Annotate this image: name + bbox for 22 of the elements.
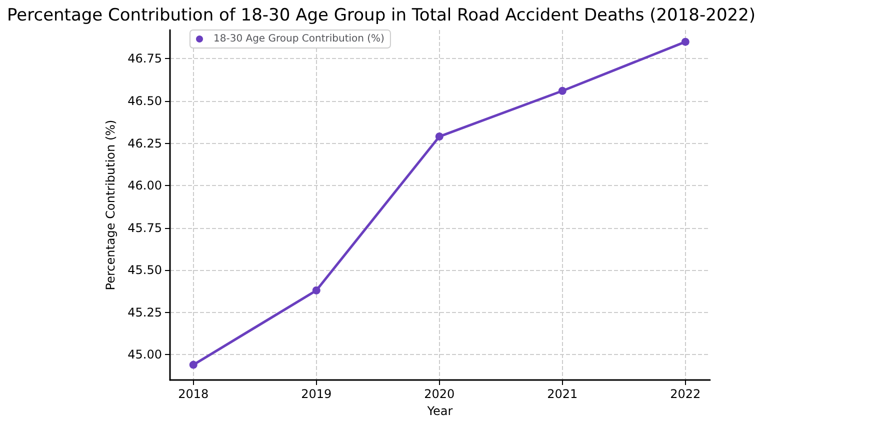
x-tick-label: 2021 [547, 387, 578, 401]
legend-label: 18-30 Age Group Contribution (%) [214, 34, 385, 44]
y-tick-label: 45.50 [128, 263, 162, 278]
point [435, 132, 444, 141]
y-tick-label: 46.75 [128, 52, 162, 66]
x-tick-label: 2018 [178, 387, 209, 401]
x-tick-label: 2020 [424, 387, 455, 401]
y-tick-label: 45.00 [128, 348, 162, 362]
chart-title: Percentage Contribution of 18-30 Age Group in Total Road Accident Deaths (2018-2022) [7, 6, 756, 26]
x-tick-label: 2022 [670, 387, 701, 401]
x-axis-title: Year [426, 404, 453, 418]
point [312, 286, 320, 294]
y-axis-title: Percentage Contribution (%) [104, 120, 118, 290]
x-tick-label: 2019 [301, 387, 332, 401]
point [558, 86, 566, 95]
y-tick-label: 46.25 [128, 136, 162, 150]
y-tick-label: 45.75 [128, 220, 162, 235]
point [681, 38, 690, 46]
point [189, 360, 198, 369]
y-tick-label: 45.25 [128, 305, 162, 320]
y-tick-label: 46.00 [128, 178, 162, 193]
y-tick-label: 46.50 [128, 94, 162, 108]
